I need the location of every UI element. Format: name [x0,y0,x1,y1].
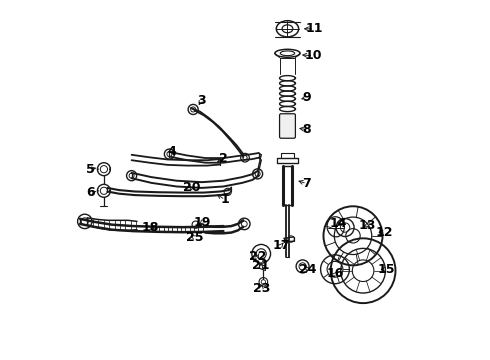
Text: 22: 22 [249,250,267,263]
Text: 7: 7 [302,177,311,190]
Text: 8: 8 [303,123,311,136]
Text: 15: 15 [377,263,395,276]
Text: 12: 12 [376,226,393,239]
FancyBboxPatch shape [280,114,295,138]
Text: 5: 5 [86,163,95,176]
Text: 20: 20 [183,181,200,194]
Text: 9: 9 [303,91,311,104]
Text: 17: 17 [272,239,290,252]
Text: 19: 19 [193,216,211,229]
Text: 4: 4 [168,145,177,158]
Text: 10: 10 [305,49,322,62]
Text: 13: 13 [359,219,376,231]
Text: 1: 1 [221,193,230,206]
Text: 16: 16 [327,267,344,280]
Text: 6: 6 [86,186,95,199]
Text: 18: 18 [142,221,159,234]
Text: 3: 3 [197,94,205,107]
Text: 21: 21 [252,259,270,272]
Text: 11: 11 [305,22,323,35]
Text: 25: 25 [186,231,203,244]
Text: 23: 23 [252,282,270,295]
Text: 14: 14 [329,217,346,230]
Text: 2: 2 [219,152,228,165]
Text: 24: 24 [299,263,317,276]
